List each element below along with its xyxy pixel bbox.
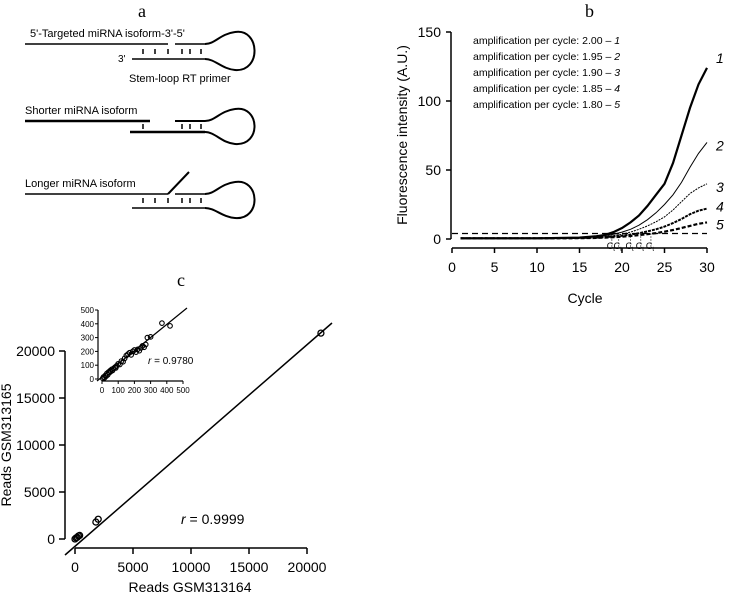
series-4-line	[460, 207, 708, 240]
legend-entry: amplification per cycle: 2.00 – 1	[473, 35, 620, 47]
series-5-line	[460, 221, 708, 240]
ct-subscript: t	[642, 247, 644, 253]
x-tick-label: 0	[71, 559, 79, 575]
r-symbol: r	[181, 511, 187, 527]
legend-entry: amplification per cycle: 1.90 – 3	[473, 67, 620, 79]
legend-entry: amplification per cycle: 1.80 – 5	[473, 99, 620, 111]
x-tick-label: 25	[657, 259, 673, 275]
inset-y-tick-label: 400	[81, 320, 95, 329]
x-tick-label: 5000	[117, 559, 148, 575]
panel-b-label: b	[585, 1, 594, 21]
panel-c-label: c	[177, 270, 185, 290]
longer-isoform-label: Longer miRNA isoform	[25, 178, 136, 190]
legend-series-id: 2	[613, 51, 620, 63]
panel-a-label: a	[138, 1, 146, 21]
inset-x-tick-label: 500	[176, 386, 190, 395]
inset-data-point	[144, 334, 151, 341]
x-tick-label: 5	[491, 259, 499, 275]
inset-y-tick-label: 300	[81, 334, 95, 343]
x-axis-label: Cycle	[567, 290, 602, 306]
r-symbol: r	[148, 356, 152, 367]
ct-subscript: t	[620, 247, 622, 253]
panel-a-diagram: a 5'-Targeted miRNA isoform-3'-5' 3' Ste…	[25, 1, 256, 220]
x-tick-label: 15000	[230, 559, 269, 575]
x-axis-label: Reads GSM313164	[129, 579, 252, 594]
ct-label: Ct	[607, 241, 616, 253]
legend-series-id: 3	[614, 67, 620, 79]
ct-label: Ct	[636, 241, 645, 253]
series-1-label: 1	[716, 50, 724, 66]
inset-y-tick-label: 0	[90, 375, 95, 384]
inset-data-point	[142, 341, 149, 348]
y-tick-label: 50	[425, 162, 441, 178]
legend-entry: amplification per cycle: 1.95 – 2	[473, 51, 620, 63]
inset-x-tick-label: 300	[144, 386, 158, 395]
inset-y-tick-label: 100	[81, 361, 95, 370]
ct-subscript: t	[652, 247, 654, 253]
y-tick-label: 0	[433, 231, 441, 247]
legend-series-id: 1	[614, 35, 620, 47]
y-tick-label: 15000	[16, 390, 55, 406]
inset-y-tick-label: 500	[81, 306, 95, 315]
x-tick-label: 10	[529, 259, 545, 275]
shorter-isoform-label: Shorter miRNA isoform	[25, 105, 137, 117]
y-tick-label: 5000	[24, 484, 55, 500]
ct-subscript: t	[613, 247, 615, 253]
x-tick-label: 15	[572, 259, 588, 275]
ct-label: Ct	[614, 241, 623, 253]
ct-subscript: t	[632, 247, 634, 253]
data-point	[94, 515, 102, 523]
regression-line	[64, 322, 333, 556]
inset-x-tick-label: 200	[128, 386, 142, 395]
data-point	[317, 329, 325, 337]
x-tick-label: 10000	[172, 559, 211, 575]
inset-data-point	[159, 320, 165, 326]
x-tick-label: 20000	[288, 559, 327, 575]
x-tick-label: 20	[614, 259, 630, 275]
inset-x-tick-label: 400	[160, 386, 174, 395]
x-tick-label: 0	[448, 259, 456, 275]
data-point	[75, 531, 84, 540]
series-5-label: 5	[716, 216, 724, 232]
series-3-label: 3	[716, 179, 724, 195]
legend-series-id: 5	[614, 99, 620, 111]
x-tick-label: 30	[699, 259, 715, 275]
series-2-label: 2	[715, 137, 724, 153]
inset-r-annotation: r = 0.9780	[148, 356, 194, 367]
inset-x-tick-label: 100	[112, 386, 126, 395]
y-tick-label: 150	[418, 24, 442, 40]
series-2-line	[460, 142, 708, 239]
y-axis-label: Fluorescence intensity (A.U.)	[394, 45, 410, 225]
legend-entry: amplification per cycle: 1.85 – 4	[473, 83, 620, 95]
y-tick-label: 0	[47, 531, 55, 547]
inset-y-tick-label: 200	[81, 347, 95, 356]
series-4-label: 4	[716, 199, 724, 215]
y-tick-label: 100	[418, 93, 442, 109]
y-tick-label: 20000	[16, 343, 55, 359]
stem-loop-primer-label: Stem-loop RT primer	[129, 73, 231, 85]
y-axis-label: Reads GSM313165	[0, 383, 14, 506]
r-annotation: r = 0.9999	[181, 511, 245, 527]
top-isoform-label: 5'-Targeted miRNA isoform-3'-5'	[30, 28, 185, 40]
legend-series-id: 4	[614, 83, 620, 95]
inset-x-tick-label: 0	[100, 386, 105, 395]
inset-data-point	[147, 334, 154, 340]
y-tick-label: 10000	[16, 437, 55, 453]
three-prime-label: 3'	[118, 54, 126, 65]
ct-label: Ct	[626, 241, 635, 253]
ct-label: Ct	[646, 241, 655, 253]
inset-data-point	[167, 323, 173, 329]
